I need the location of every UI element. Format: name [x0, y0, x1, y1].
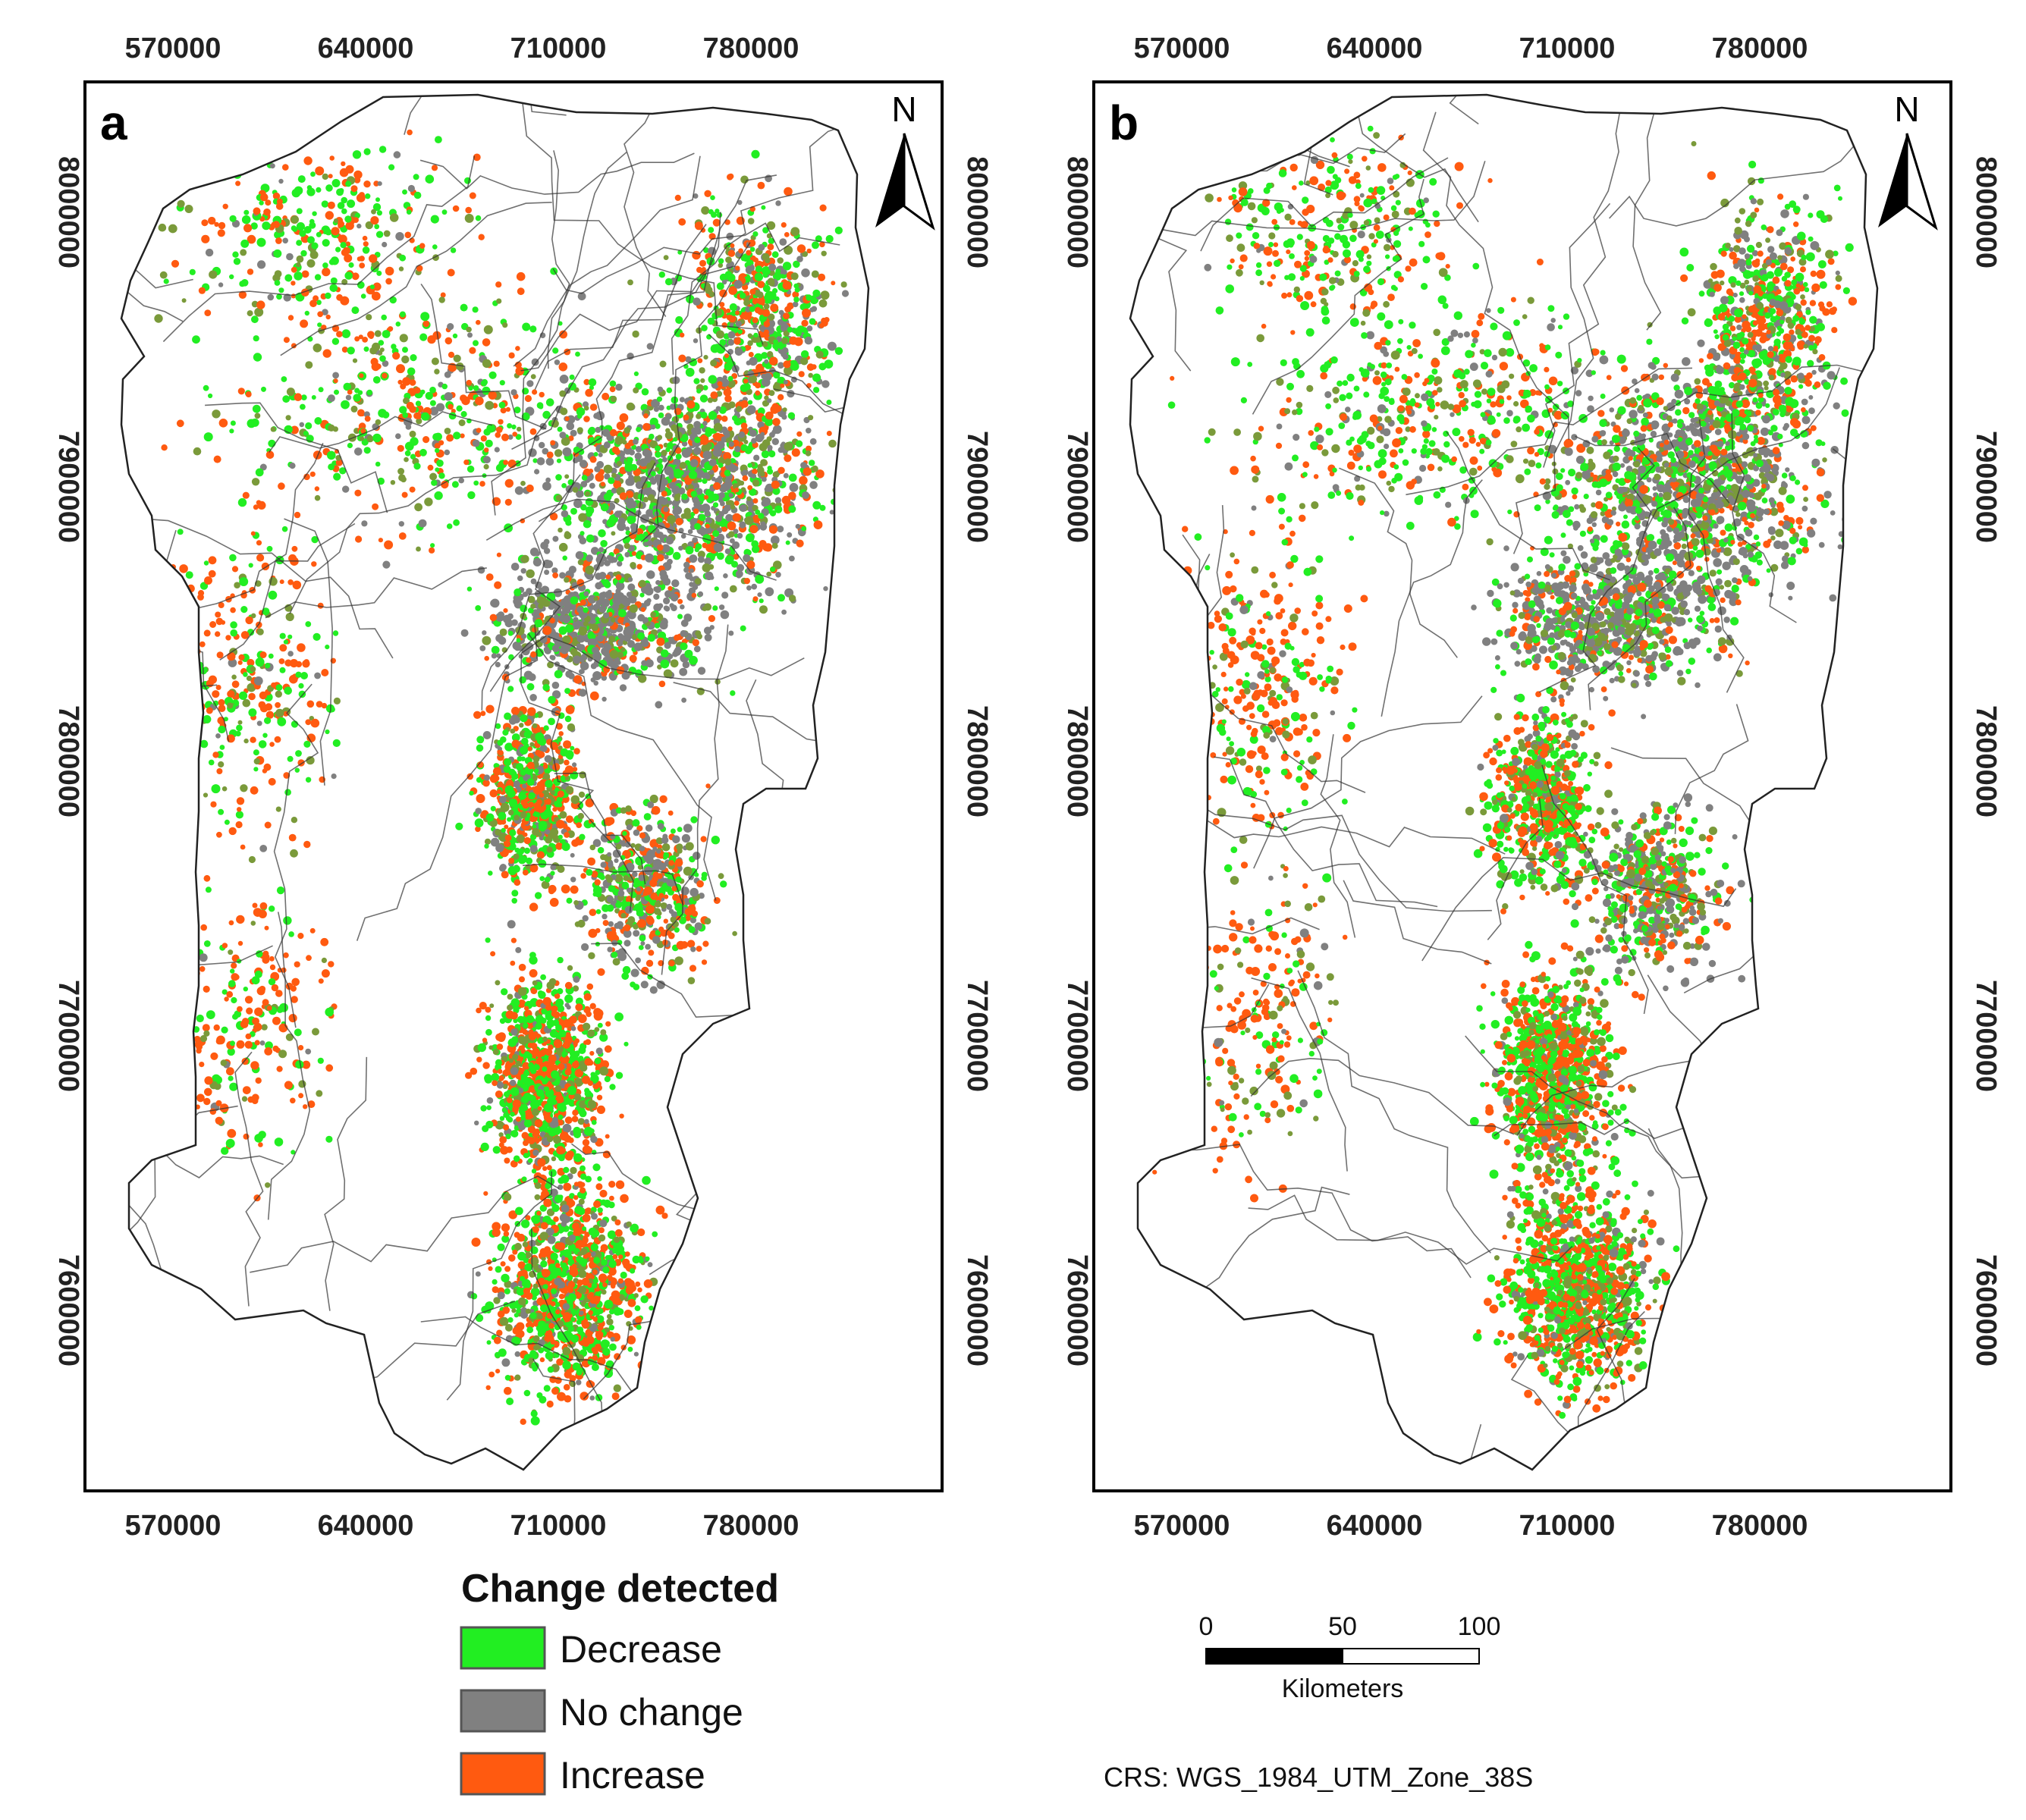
legend-item-no-change: No change	[460, 1689, 743, 1734]
y-tick-label: 7600000	[1061, 1254, 1093, 1367]
legend: Change detected Decrease No change Incre…	[460, 1567, 779, 1796]
legend-swatch	[460, 1626, 546, 1670]
x-tick-label: 710000	[510, 1510, 607, 1542]
x-tick-label: 570000	[125, 33, 221, 64]
x-tick-label: 640000	[1327, 33, 1423, 64]
legend-swatch	[460, 1689, 546, 1733]
scale-tick-label: 100	[1458, 1612, 1501, 1641]
x-axis-top: 570000 640000 710000 780000	[125, 33, 799, 64]
x-tick-label: 710000	[1519, 1510, 1616, 1542]
x-tick-label: 570000	[1134, 33, 1230, 64]
y-tick-label: 7700000	[1970, 980, 2002, 1092]
y-tick-label: 8000000	[1061, 156, 1093, 268]
map-panel-a: 570000 640000 710000 780000 570000 64000…	[52, 33, 993, 1542]
x-tick-label: 710000	[510, 33, 607, 64]
y-tick-label: 7600000	[52, 1254, 84, 1367]
map-panel-b: 570000 640000 710000 780000 570000 64000…	[1061, 33, 2002, 1542]
x-axis-top: 570000 640000 710000 780000	[1134, 33, 1808, 64]
y-tick-label: 7600000	[1970, 1254, 2002, 1367]
y-tick-label: 7900000	[52, 431, 84, 543]
crs-label: CRS: WGS_1984_UTM_Zone_38S	[1104, 1762, 1533, 1793]
legend-label: No change	[560, 1691, 743, 1734]
y-tick-label: 8000000	[961, 156, 993, 268]
y-tick-label: 8000000	[52, 156, 84, 268]
legend-label: Increase	[560, 1754, 705, 1796]
y-tick-label: 7900000	[961, 431, 993, 543]
x-tick-label: 780000	[1712, 33, 1808, 64]
legend-item-decrease: Decrease	[460, 1626, 722, 1671]
y-tick-label: 7800000	[52, 705, 84, 817]
y-tick-label: 7800000	[1061, 705, 1093, 817]
y-tick-label: 7600000	[961, 1254, 993, 1367]
x-tick-label: 780000	[703, 1510, 799, 1542]
scale-tick-label: 50	[1328, 1612, 1357, 1641]
north-arrow-icon: N	[875, 89, 935, 231]
y-axis-right: 8000000 7900000 7800000 7700000 7600000	[961, 156, 993, 1367]
legend-swatch	[460, 1752, 546, 1796]
y-tick-label: 7900000	[1970, 431, 2002, 543]
y-tick-label: 7900000	[1061, 431, 1093, 543]
panel-letter: b	[1109, 96, 1139, 150]
x-tick-label: 570000	[1134, 1510, 1230, 1542]
x-tick-label: 640000	[318, 33, 414, 64]
scale-tick-label: 0	[1199, 1612, 1214, 1641]
scale-bar: 0 50 100 Kilometers	[1199, 1612, 1501, 1703]
x-tick-label: 780000	[1712, 1510, 1808, 1542]
study-region-map	[120, 93, 870, 1471]
y-tick-label: 7700000	[52, 980, 84, 1092]
panel-letter: a	[100, 96, 127, 150]
legend-title: Change detected	[461, 1567, 779, 1611]
north-label: N	[1894, 89, 1919, 129]
y-axis-left: 8000000 7900000 7800000 7700000 7600000	[52, 156, 84, 1367]
north-arrow-icon: N	[1878, 89, 1938, 231]
y-axis-right: 8000000 7900000 7800000 7700000 7600000	[1970, 156, 2002, 1367]
y-tick-label: 7700000	[961, 980, 993, 1092]
y-tick-label: 7800000	[961, 705, 993, 817]
x-tick-label: 570000	[125, 1510, 221, 1542]
x-tick-label: 640000	[318, 1510, 414, 1542]
x-axis-bottom: 570000 640000 710000 780000	[1134, 1510, 1808, 1542]
legend-item-increase: Increase	[460, 1752, 705, 1796]
x-axis-bottom: 570000 640000 710000 780000	[125, 1510, 799, 1542]
legend-label: Decrease	[560, 1628, 722, 1671]
y-axis-left: 8000000 7900000 7800000 7700000 7600000	[1061, 156, 1093, 1367]
x-tick-label: 710000	[1519, 33, 1616, 64]
y-tick-label: 8000000	[1970, 156, 2002, 268]
x-tick-label: 780000	[703, 33, 799, 64]
north-label: N	[891, 89, 916, 129]
y-tick-label: 7700000	[1061, 980, 1093, 1092]
y-tick-label: 7800000	[1970, 705, 2002, 817]
x-tick-label: 640000	[1327, 1510, 1423, 1542]
scale-unit: Kilometers	[1282, 1674, 1404, 1703]
